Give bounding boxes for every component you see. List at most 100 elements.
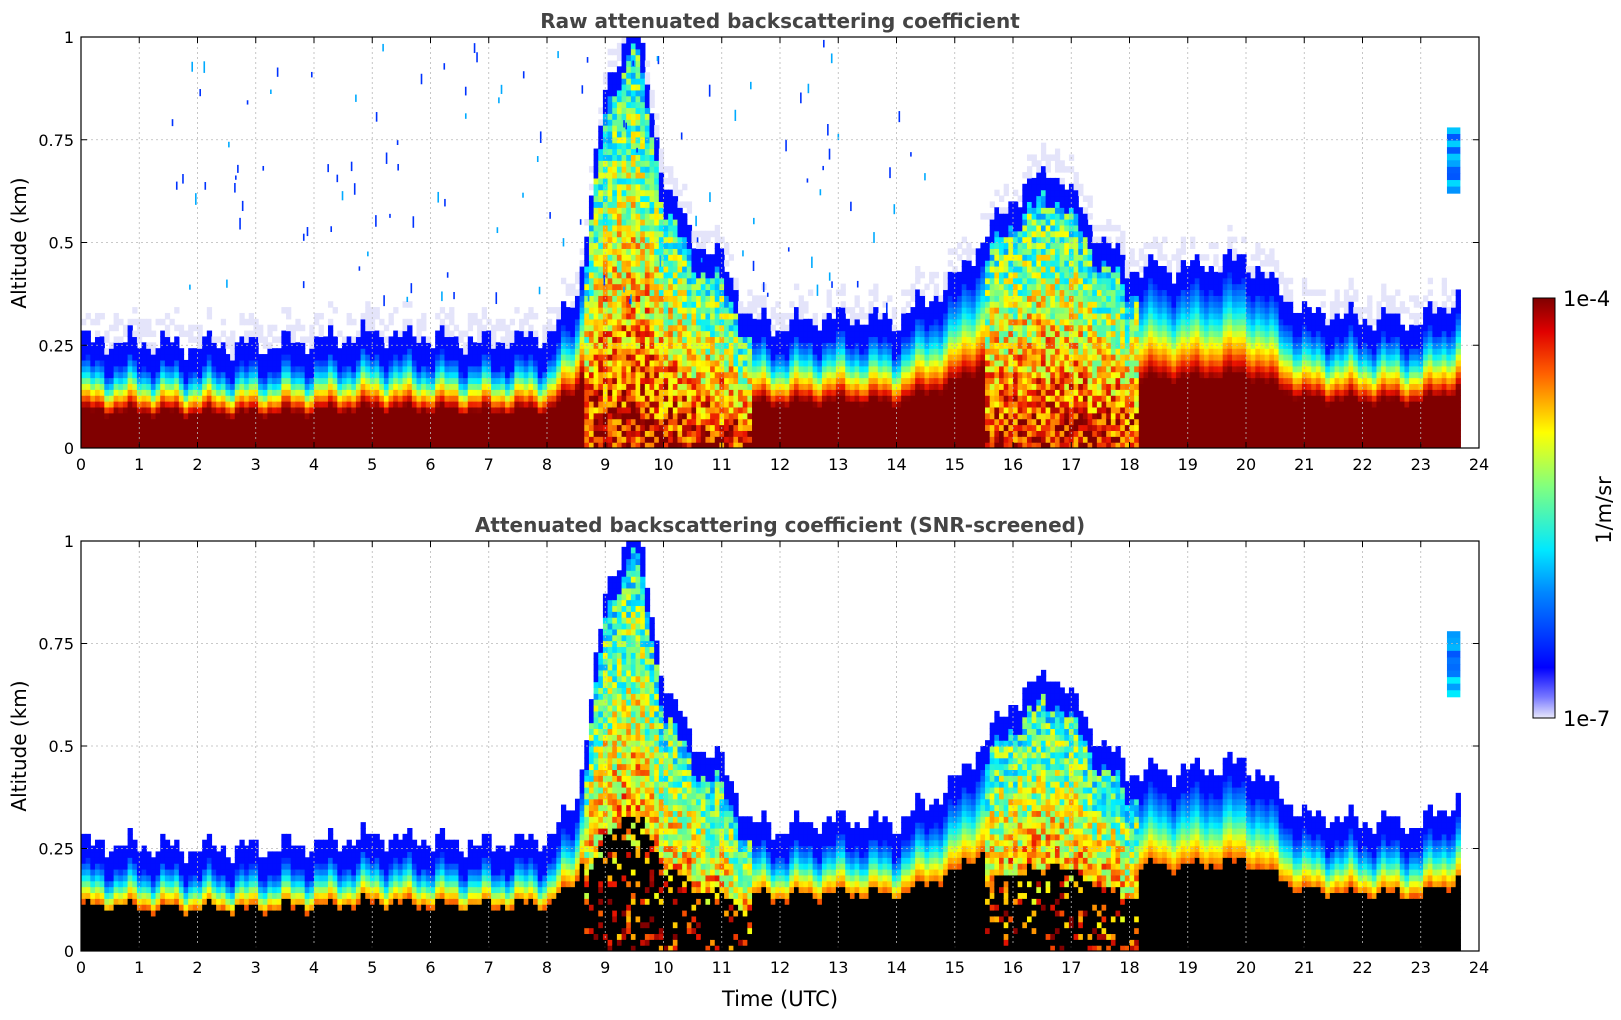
heatmap-cell — [873, 418, 879, 426]
heatmap-cell — [682, 242, 688, 249]
heatmap-cell — [621, 442, 627, 448]
heatmap-cell — [686, 271, 693, 279]
heatmap-cell — [817, 371, 823, 379]
heatmap-cell — [588, 307, 595, 314]
heatmap-cell — [542, 412, 548, 420]
heatmap-cell — [696, 289, 702, 296]
heatmap-cell — [905, 383, 912, 390]
heatmap-cell — [630, 312, 637, 320]
heatmap-cell — [402, 359, 408, 367]
heatmap-cell — [821, 442, 828, 448]
heatmap-cell — [188, 418, 194, 426]
heatmap-cell — [668, 383, 674, 390]
heatmap-cell — [682, 371, 688, 379]
heatmap-cell — [355, 412, 362, 420]
heatmap-cell — [584, 442, 590, 448]
heatmap-cell — [766, 418, 772, 426]
heatmap-cell — [691, 289, 697, 296]
heatmap-cell — [560, 359, 567, 367]
heatmap-cell — [929, 371, 935, 379]
heatmap-cell — [677, 248, 683, 255]
heatmap-cell — [160, 430, 166, 437]
heatmap-cell — [686, 224, 693, 232]
heatmap-cell — [253, 412, 259, 420]
heatmap-cell — [332, 336, 338, 343]
heatmap-cell — [295, 348, 301, 355]
heatmap-cell — [891, 442, 898, 448]
heatmap-cell — [616, 389, 623, 396]
heatmap-cell — [668, 219, 674, 226]
heatmap-cell — [756, 318, 762, 326]
heatmap-cell — [910, 365, 916, 373]
heatmap-cell — [682, 377, 688, 385]
heatmap-cell — [458, 395, 464, 402]
heatmap-cell — [588, 348, 595, 355]
heatmap-cell — [150, 430, 157, 437]
heatmap-cell — [220, 330, 227, 338]
heatmap-cell — [630, 283, 637, 291]
heatmap-cell — [593, 418, 599, 426]
heatmap-cell — [672, 224, 679, 232]
heatmap-cell — [630, 183, 637, 191]
heatmap-cell — [444, 377, 450, 385]
heatmap-cell — [519, 348, 525, 355]
heatmap-cell — [854, 418, 860, 426]
heatmap-cell — [113, 371, 119, 379]
heatmap-cell — [551, 383, 557, 390]
heatmap-cell — [672, 365, 679, 373]
heatmap-cell — [542, 354, 548, 361]
heatmap-cell — [640, 60, 646, 67]
heatmap-cell — [840, 342, 846, 349]
heatmap-cell — [230, 406, 236, 414]
heatmap-cell — [248, 383, 255, 390]
heatmap-cell — [915, 271, 921, 279]
heatmap-cell — [933, 354, 940, 361]
heatmap-cell — [234, 395, 241, 402]
heatmap-cell — [146, 412, 152, 420]
heatmap-cell — [686, 418, 693, 426]
heatmap-cell — [602, 271, 609, 279]
heatmap-cell — [803, 377, 809, 385]
heatmap-cell — [649, 436, 655, 443]
heatmap-cell — [169, 377, 175, 385]
heatmap-cell — [570, 442, 576, 448]
heatmap-cell — [519, 412, 525, 420]
heatmap-cell — [560, 354, 567, 361]
heatmap-cell — [821, 418, 828, 426]
heatmap-cell — [859, 412, 865, 420]
heatmap-cell — [616, 89, 623, 97]
heatmap-cell — [477, 389, 483, 396]
heatmap-cell — [938, 406, 944, 414]
heatmap-cell — [178, 383, 185, 390]
heatmap-cell — [747, 365, 753, 373]
heatmap-cell — [351, 436, 357, 443]
heatmap-cell — [915, 418, 921, 426]
heatmap-cell — [803, 307, 809, 314]
heatmap-cell — [598, 242, 604, 249]
heatmap-cell — [528, 312, 534, 320]
heatmap-cell — [136, 371, 143, 379]
heatmap-cell — [537, 418, 543, 426]
heatmap-cell — [635, 142, 641, 150]
heatmap-cell — [174, 442, 180, 448]
heatmap-cell — [780, 395, 786, 402]
heatmap-cell — [197, 330, 203, 338]
heatmap-cell — [276, 336, 282, 343]
heatmap-cell — [113, 312, 119, 320]
heatmap-cell — [672, 359, 679, 367]
heatmap-cell — [831, 395, 837, 402]
heatmap-cell — [863, 312, 870, 320]
heatmap-cell — [113, 401, 119, 408]
heatmap-cell — [873, 312, 879, 320]
heatmap-cell — [649, 324, 655, 332]
heatmap-cell — [929, 354, 935, 361]
heatmap-cell — [183, 371, 189, 379]
heatmap-cell — [640, 307, 646, 314]
heatmap-cell — [132, 401, 138, 408]
heatmap-cell — [919, 430, 926, 437]
heatmap-cell — [863, 354, 870, 361]
heatmap-cell — [206, 401, 213, 408]
heatmap-cell — [598, 236, 604, 244]
heatmap-cell — [579, 406, 585, 414]
heatmap-cell — [393, 365, 399, 373]
